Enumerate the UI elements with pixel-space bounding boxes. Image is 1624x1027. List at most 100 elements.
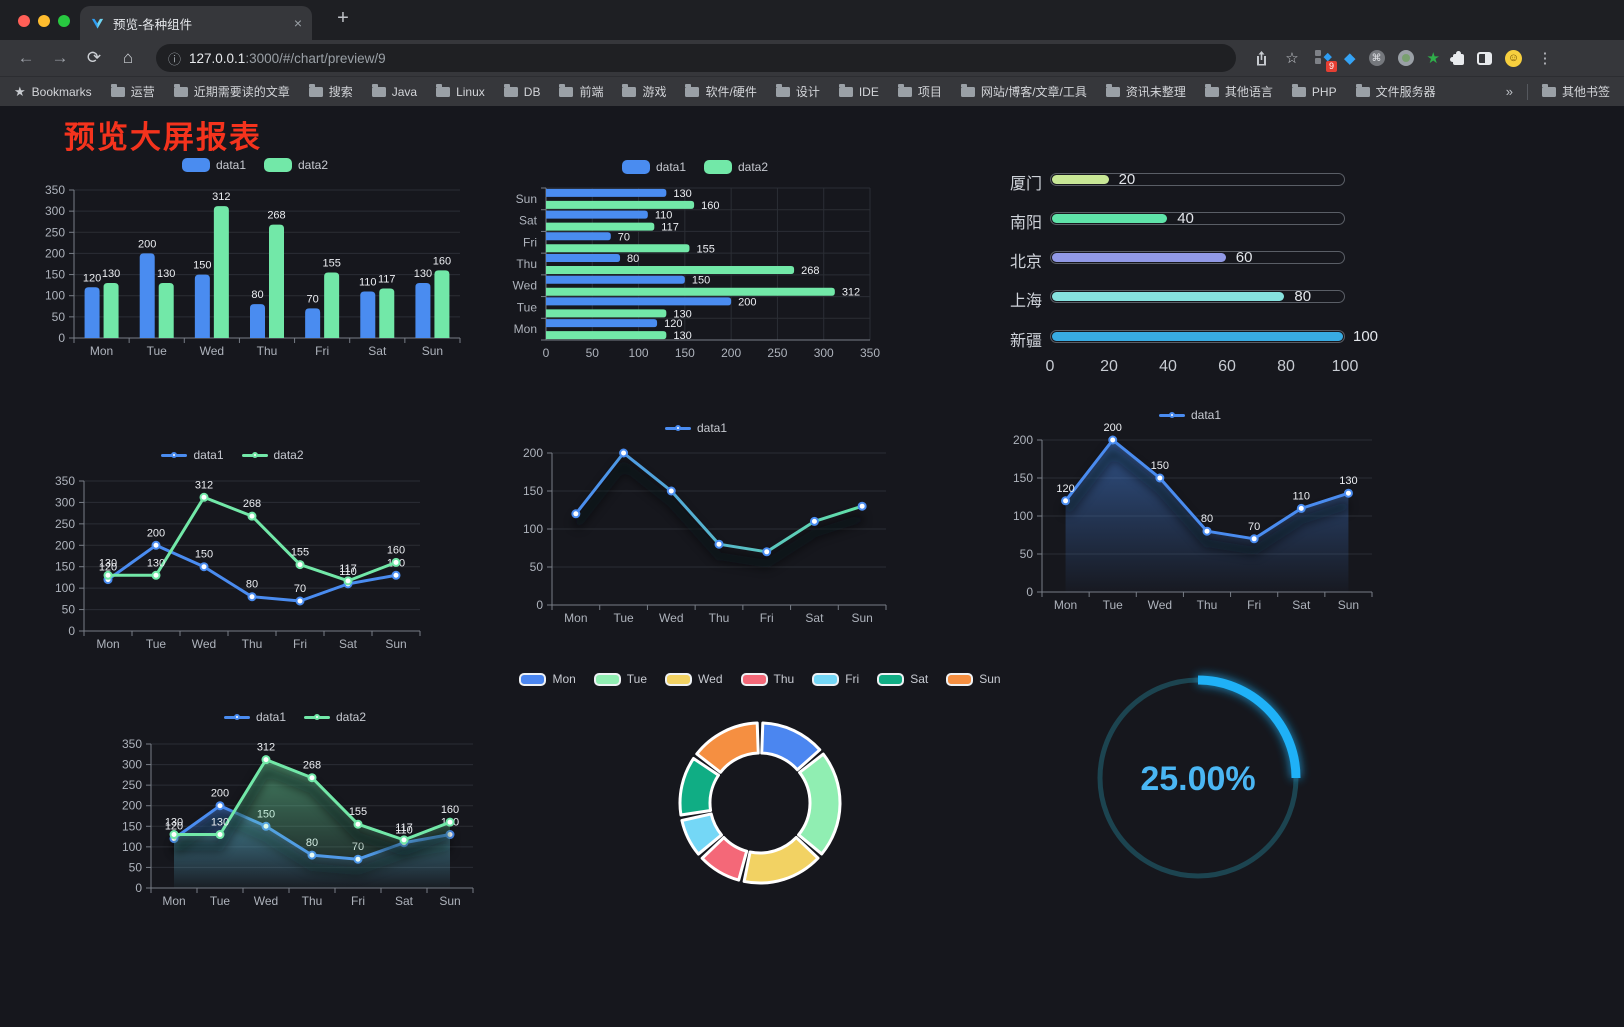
donut-slice-Wed[interactable] <box>742 835 820 885</box>
legend-item[interactable]: data1 <box>621 160 686 174</box>
svg-text:312: 312 <box>842 287 860 299</box>
back-icon[interactable]: ← <box>17 48 35 67</box>
bookmarks-overflow-icon[interactable]: » <box>1505 84 1513 99</box>
svg-text:300: 300 <box>55 495 75 509</box>
svg-text:Fri: Fri <box>523 235 537 249</box>
legend-item[interactable]: data1 <box>223 710 286 724</box>
svg-text:70: 70 <box>294 583 306 595</box>
extension-record-icon[interactable] <box>1397 50 1414 66</box>
chart-line-two-series: data1 data2 0 50 100 150 200 250 300 350 Mon Tue Wed… <box>40 440 425 658</box>
legend-item[interactable]: Thu <box>740 672 794 686</box>
bookmark-folder-item[interactable]: 软件/硬件 <box>685 83 757 100</box>
svg-text:110: 110 <box>655 210 673 222</box>
address-bar[interactable]: ⓘ 127.0.0.1:3000/#/chart/preview/9 <box>156 44 1236 72</box>
legend-item[interactable]: data1 <box>161 448 224 462</box>
tab-close-icon[interactable]: × <box>293 15 302 31</box>
legend-item[interactable]: Mon <box>519 672 576 686</box>
bookmark-folder-item[interactable]: Linux <box>436 83 485 100</box>
progress-fill <box>1052 214 1168 223</box>
svg-text:Thu: Thu <box>1197 598 1218 612</box>
bookmark-folder-item[interactable]: 文件服务器 <box>1355 83 1436 100</box>
legend-swatch <box>664 425 691 431</box>
bookmark-label: 设计 <box>795 85 820 99</box>
legend-item[interactable]: data1 <box>664 421 727 435</box>
bookmark-folder-item[interactable]: 搜索 <box>308 83 353 100</box>
progress-row-label: 南阳 <box>1009 215 1042 232</box>
legend-item[interactable]: data2 <box>264 158 328 172</box>
legend-item[interactable]: Sun <box>946 672 1001 686</box>
share-icon[interactable] <box>1254 50 1269 67</box>
extensions-puzzle-icon[interactable] <box>1450 51 1464 65</box>
svg-text:0: 0 <box>58 331 65 345</box>
site-info-icon[interactable]: ⓘ <box>168 51 182 67</box>
extension-command-icon[interactable]: ⌘ <box>1368 50 1385 66</box>
bookmark-folder-item[interactable]: 运营 <box>110 83 155 100</box>
profile-avatar-icon[interactable]: ☺ <box>1505 49 1522 67</box>
svg-text:117: 117 <box>661 222 679 234</box>
side-panel-icon[interactable] <box>1477 51 1492 65</box>
extension-green-star-icon[interactable]: ★ <box>1426 50 1440 67</box>
donut-slice-Fri[interactable] <box>680 812 724 856</box>
browser-menu-icon[interactable]: ⋮ <box>1537 50 1553 67</box>
svg-text:50: 50 <box>129 860 143 874</box>
browser-tab-active[interactable]: 预览-各种组件 × <box>80 6 312 40</box>
other-bookmarks-item[interactable]: 其他书签 <box>1541 83 1610 100</box>
bookmark-folder-item[interactable]: 项目 <box>897 83 942 100</box>
extension-gem-icon[interactable]: ◆ <box>1344 50 1356 67</box>
donut-slice-Mon[interactable] <box>760 721 822 772</box>
zoom-window-button[interactable] <box>58 15 70 27</box>
bookmark-folder-item[interactable]: PHP <box>1291 83 1337 100</box>
legend-item[interactable]: data1 <box>1158 408 1221 422</box>
close-window-button[interactable] <box>18 15 30 27</box>
svg-text:Thu: Thu <box>302 894 323 908</box>
bookmark-label: 软件/硬件 <box>705 85 757 99</box>
svg-text:80: 80 <box>251 289 263 301</box>
bookmark-folder-item[interactable]: 其他语言 <box>1204 83 1273 100</box>
svg-text:130: 130 <box>673 308 691 320</box>
donut-slice-Tue[interactable] <box>797 752 842 856</box>
bookmark-folder-item[interactable]: DB <box>503 83 540 100</box>
legend-label: Sat <box>910 672 929 686</box>
bookmark-label: 前端 <box>579 85 604 99</box>
bookmark-folder-item[interactable]: 设计 <box>775 83 820 100</box>
legend-item[interactable]: data2 <box>304 710 366 724</box>
svg-text:200: 200 <box>138 238 156 250</box>
legend-item[interactable]: data2 <box>241 448 304 462</box>
svg-text:150: 150 <box>523 484 543 498</box>
bookmark-folder-item[interactable]: IDE <box>838 83 879 100</box>
progress-axis-tick: 20 <box>1100 358 1118 375</box>
donut-slice-Sun[interactable] <box>695 721 760 774</box>
legend-item[interactable]: Sat <box>877 672 928 686</box>
new-tab-button[interactable]: + <box>337 7 349 29</box>
legend-item[interactable]: data1 <box>181 158 246 172</box>
bookmark-folder-item[interactable]: 前端 <box>559 83 603 100</box>
bookmark-star-icon[interactable]: ☆ <box>1285 50 1299 67</box>
bookmark-label: 文件服务器 <box>1375 85 1436 99</box>
svg-text:200: 200 <box>1013 433 1033 447</box>
bookmark-folder-item[interactable]: 网站/博客/文章/工具 <box>960 83 1087 100</box>
reload-icon[interactable]: ⟳ <box>86 48 102 67</box>
bookmark-folder-item[interactable]: 资讯未整理 <box>1105 83 1186 100</box>
bookmark-folder-item[interactable]: 近期需要读的文章 <box>173 83 290 100</box>
url-host: 127.0.0.1 <box>189 50 246 66</box>
chart-bar-vertical: data1 data2 0 50 100 150 200 250 300 350 Mon Tue Wed… <box>40 150 470 376</box>
progress-row: 北京 60 <box>1000 249 1380 271</box>
legend-item[interactable]: Tue <box>593 672 647 686</box>
svg-text:268: 268 <box>303 760 321 772</box>
bookmarks-root-item[interactable]: ★ Bookmarks <box>14 84 92 100</box>
extension-grid-icon[interactable]: ◆ 9 <box>1315 50 1337 72</box>
legend-item[interactable]: Wed <box>665 672 723 686</box>
folder-icon <box>371 83 386 97</box>
legend-item[interactable]: Fri <box>812 672 859 686</box>
bookmark-folder-item[interactable]: Java <box>371 83 417 100</box>
bookmark-folder-item[interactable]: 游戏 <box>622 83 666 100</box>
legend-item[interactable]: data2 <box>704 160 768 174</box>
minimize-window-button[interactable] <box>38 15 50 27</box>
folder-icon <box>436 83 451 97</box>
home-icon[interactable]: ⌂ <box>122 48 134 67</box>
donut-slice-Sat[interactable] <box>678 756 720 817</box>
chart-bar-horizontal: data1 data2 0 50 100 150 200 250 300 350 Sun 130 160… <box>500 150 890 376</box>
svg-text:130: 130 <box>211 817 229 829</box>
donut-slice-Thu[interactable] <box>700 836 749 882</box>
forward-icon[interactable]: → <box>51 48 69 67</box>
